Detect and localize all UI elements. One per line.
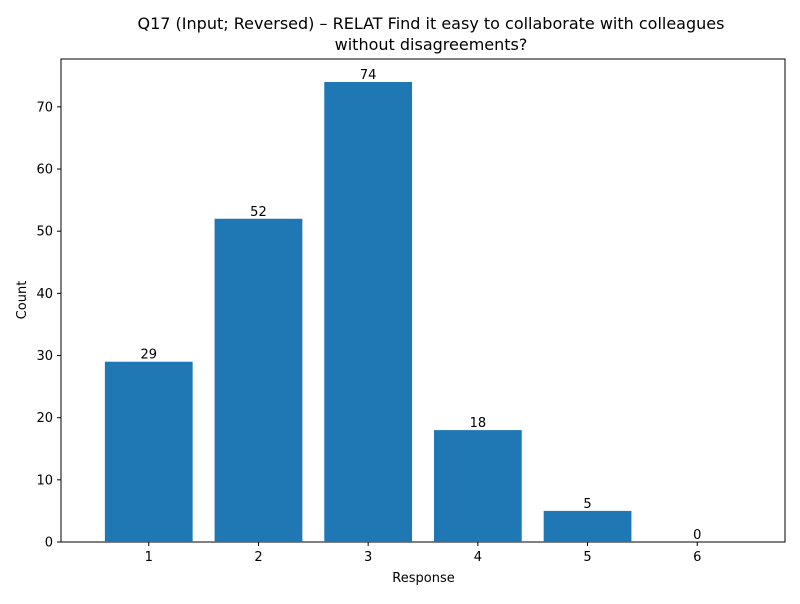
- y-tick-label: 60: [36, 163, 53, 178]
- bar-value-label: 0: [693, 528, 701, 543]
- bar: [543, 510, 632, 542]
- bar-value-label: 52: [250, 205, 267, 220]
- y-axis-label: Count: [15, 281, 30, 320]
- y-axis-ticks: 0 10 20 30 40 50 60 70: [36, 100, 61, 551]
- y-tick-label: 40: [36, 287, 53, 302]
- x-axis-ticks: 1 2 3 4 5 6: [145, 542, 701, 565]
- x-tick-label: 5: [583, 550, 591, 565]
- bar-value-label: 5: [583, 497, 591, 512]
- bar-value-label: 18: [470, 416, 487, 431]
- bar-value-label: 29: [140, 348, 157, 363]
- y-tick-label: 0: [45, 536, 53, 551]
- bar: [433, 430, 522, 542]
- chart-title-line-2: without disagreements?: [335, 35, 528, 54]
- y-tick-label: 20: [36, 411, 53, 426]
- bar-value-labels: 29 52 74 18 5 0: [140, 68, 701, 543]
- x-axis-label: Response: [392, 571, 454, 586]
- chart-title: Q17 (Input; Reversed) – RELAT Find it ea…: [138, 14, 725, 54]
- x-tick-label: 6: [693, 550, 701, 565]
- plot-area: [60, 58, 786, 543]
- plot-frame: [60, 58, 786, 543]
- y-tick-label: 70: [36, 100, 53, 115]
- x-tick-label: 1: [145, 550, 153, 565]
- x-tick-label: 3: [364, 550, 372, 565]
- y-tick-label: 30: [36, 349, 53, 364]
- x-tick-label: 2: [254, 550, 262, 565]
- bars: [104, 82, 632, 542]
- bar-value-label: 74: [360, 68, 377, 83]
- x-tick-label: 4: [474, 550, 482, 565]
- y-tick-label: 10: [36, 473, 53, 488]
- bar: [324, 82, 413, 542]
- chart-title-line-1: Q17 (Input; Reversed) – RELAT Find it ea…: [138, 14, 725, 33]
- bar: [104, 361, 193, 542]
- y-tick-label: 50: [36, 225, 53, 240]
- bar: [214, 218, 303, 542]
